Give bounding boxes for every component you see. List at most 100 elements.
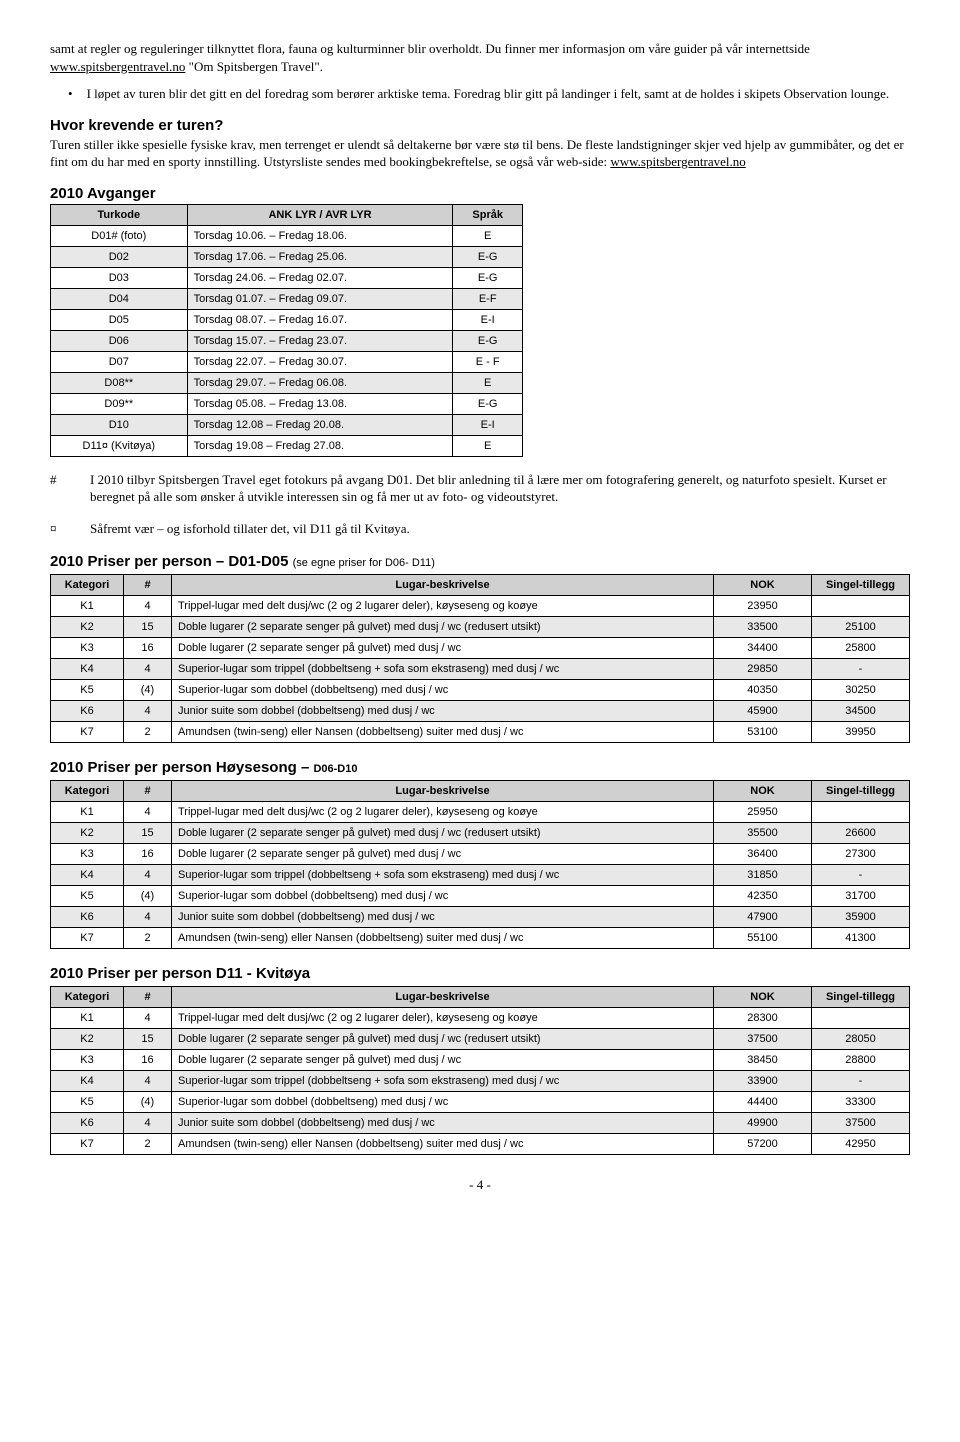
- table-row: D01# (foto)Torsdag 10.06. – Fredag 18.06…: [51, 225, 523, 246]
- price-desc: Trippel-lugar med delt dusj/wc (2 og 2 l…: [172, 802, 714, 823]
- price-cat: K7: [51, 722, 124, 743]
- price-desc: Amundsen (twin-seng) eller Nansen (dobbe…: [172, 722, 714, 743]
- price-nok: 47900: [714, 907, 812, 928]
- price-desc: Doble lugarer (2 separate senger på gulv…: [172, 1029, 714, 1050]
- price-desc: Superior-lugar som dobbel (dobbeltseng) …: [172, 886, 714, 907]
- price-cat: K7: [51, 1134, 124, 1155]
- departures-header-row: Turkode ANK LYR / AVR LYR Språk: [51, 204, 523, 225]
- table-row: K316Doble lugarer (2 separate senger på …: [51, 1050, 910, 1071]
- dep-lang: E-F: [453, 288, 523, 309]
- price-single: [812, 1008, 910, 1029]
- ph2: #: [124, 575, 172, 596]
- dep-h1: Turkode: [51, 204, 188, 225]
- price-cat: K6: [51, 1113, 124, 1134]
- table-row: K64Junior suite som dobbel (dobbeltseng)…: [51, 701, 910, 722]
- dep-lang: E-G: [453, 393, 523, 414]
- ph1: Kategori: [51, 575, 124, 596]
- price3-heading: 2010 Priser per person D11 - Kvitøya: [50, 965, 910, 982]
- dep-lang: E-I: [453, 309, 523, 330]
- price-single: [812, 802, 910, 823]
- price-nok: 40350: [714, 680, 812, 701]
- price-desc: Superior-lugar som dobbel (dobbeltseng) …: [172, 1092, 714, 1113]
- price-single: 41300: [812, 928, 910, 949]
- price-num: 4: [124, 1071, 172, 1092]
- krevende-text: Turen stiller ikke spesielle fysiske kra…: [50, 137, 904, 170]
- krevende-link: www.spitsbergentravel.no: [610, 154, 745, 169]
- table-row: D02Torsdag 17.06. – Fredag 25.06.E-G: [51, 246, 523, 267]
- dep-dates: Torsdag 01.07. – Fredag 09.07.: [187, 288, 453, 309]
- price-num: 16: [124, 844, 172, 865]
- price-num: 4: [124, 701, 172, 722]
- price-nok: 57200: [714, 1134, 812, 1155]
- table-row: D11¤ (Kvitøya)Torsdag 19.08 – Fredag 27.…: [51, 435, 523, 456]
- bullet-text: I løpet av turen blir det gitt en del fo…: [87, 85, 910, 103]
- dep-dates: Torsdag 22.07. – Fredag 30.07.: [187, 351, 453, 372]
- price-num: 4: [124, 907, 172, 928]
- price-num: 15: [124, 1029, 172, 1050]
- price-single: 27300: [812, 844, 910, 865]
- price-num: 16: [124, 1050, 172, 1071]
- price-desc: Junior suite som dobbel (dobbeltseng) me…: [172, 1113, 714, 1134]
- table-row: D04Torsdag 01.07. – Fredag 09.07.E-F: [51, 288, 523, 309]
- dep-code: D09**: [51, 393, 188, 414]
- dep-lang: E - F: [453, 351, 523, 372]
- ph1: Kategori: [51, 987, 124, 1008]
- dep-lang: E: [453, 372, 523, 393]
- note-hash: # I 2010 tilbyr Spitsbergen Travel eget …: [50, 471, 910, 506]
- price-nok: 55100: [714, 928, 812, 949]
- price-nok: 35500: [714, 823, 812, 844]
- dep-lang: E: [453, 225, 523, 246]
- ph3: Lugar-beskrivelse: [172, 575, 714, 596]
- price-desc: Amundsen (twin-seng) eller Nansen (dobbe…: [172, 928, 714, 949]
- price-nok: 29850: [714, 659, 812, 680]
- price-desc: Superior-lugar som trippel (dobbeltseng …: [172, 659, 714, 680]
- dep-dates: Torsdag 19.08 – Fredag 27.08.: [187, 435, 453, 456]
- heading-avganger: 2010 Avganger: [50, 185, 910, 202]
- price-cat: K1: [51, 802, 124, 823]
- price-num: 4: [124, 1008, 172, 1029]
- table-row: K44Superior-lugar som trippel (dobbeltse…: [51, 865, 910, 886]
- page-footer: - 4 -: [50, 1177, 910, 1193]
- ph4: NOK: [714, 575, 812, 596]
- dep-code: D02: [51, 246, 188, 267]
- price-single: 42950: [812, 1134, 910, 1155]
- price-single: -: [812, 1071, 910, 1092]
- price-header-row: Kategori # Lugar-beskrivelse NOK Singel-…: [51, 781, 910, 802]
- price-nok: 33500: [714, 617, 812, 638]
- price-desc: Junior suite som dobbel (dobbeltseng) me…: [172, 907, 714, 928]
- dep-code: D04: [51, 288, 188, 309]
- price-cat: K1: [51, 596, 124, 617]
- price-cat: K3: [51, 1050, 124, 1071]
- price-desc: Doble lugarer (2 separate senger på gulv…: [172, 844, 714, 865]
- price-cat: K5: [51, 1092, 124, 1113]
- price-cat: K4: [51, 865, 124, 886]
- price-num: 2: [124, 722, 172, 743]
- price-nok: 38450: [714, 1050, 812, 1071]
- price2-heading: 2010 Priser per person Høysesong – D06-D…: [50, 759, 910, 776]
- table-row: D06Torsdag 15.07. – Fredag 23.07.E-G: [51, 330, 523, 351]
- price-desc: Trippel-lugar med delt dusj/wc (2 og 2 l…: [172, 596, 714, 617]
- price-single: -: [812, 659, 910, 680]
- price-cat: K2: [51, 617, 124, 638]
- price-desc: Superior-lugar som trippel (dobbeltseng …: [172, 1071, 714, 1092]
- table-row: K316Doble lugarer (2 separate senger på …: [51, 638, 910, 659]
- ph4: NOK: [714, 781, 812, 802]
- price-nok: 34400: [714, 638, 812, 659]
- table-row: K72Amundsen (twin-seng) eller Nansen (do…: [51, 928, 910, 949]
- price-nok: 37500: [714, 1029, 812, 1050]
- price3-table: Kategori # Lugar-beskrivelse NOK Singel-…: [50, 986, 910, 1155]
- price1-heading: 2010 Priser per person – D01-D05 (se egn…: [50, 553, 910, 570]
- table-row: D09**Torsdag 05.08. – Fredag 13.08.E-G: [51, 393, 523, 414]
- price-cat: K4: [51, 659, 124, 680]
- price-desc: Superior-lugar som trippel (dobbeltseng …: [172, 865, 714, 886]
- dep-h2: ANK LYR / AVR LYR: [187, 204, 453, 225]
- dep-code: D07: [51, 351, 188, 372]
- price-single: 31700: [812, 886, 910, 907]
- price2-table: Kategori # Lugar-beskrivelse NOK Singel-…: [50, 780, 910, 949]
- intro-text-b: "Om Spitsbergen Travel".: [185, 59, 323, 74]
- price-nok: 23950: [714, 596, 812, 617]
- table-row: K64Junior suite som dobbel (dobbeltseng)…: [51, 907, 910, 928]
- price-single: 30250: [812, 680, 910, 701]
- price-desc: Doble lugarer (2 separate senger på gulv…: [172, 823, 714, 844]
- dep-dates: Torsdag 17.06. – Fredag 25.06.: [187, 246, 453, 267]
